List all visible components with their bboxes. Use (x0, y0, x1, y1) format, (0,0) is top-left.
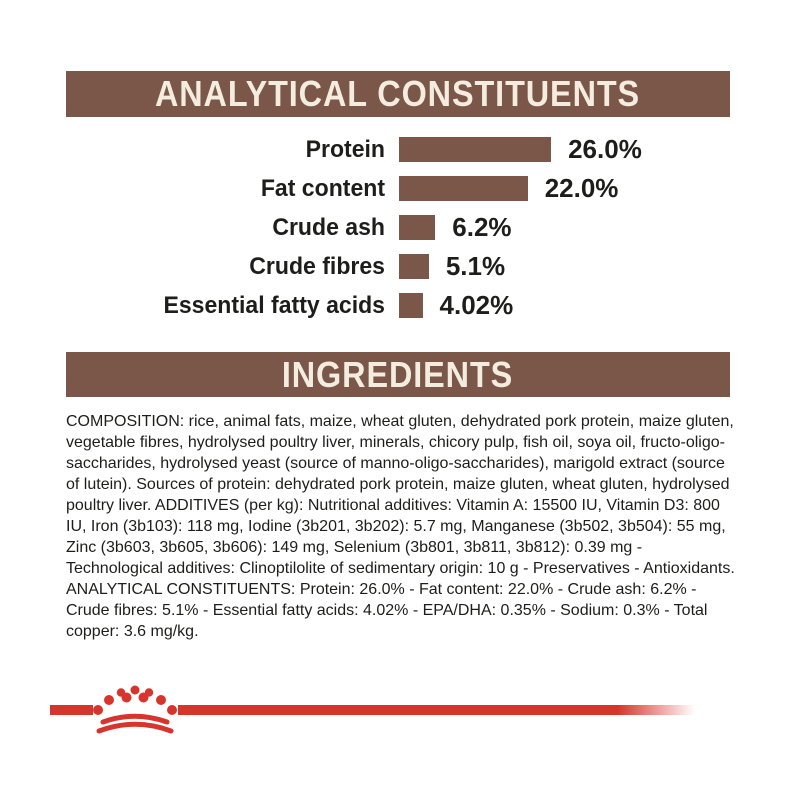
chart-value-label: 22.0% (544, 173, 619, 203)
chart-value-label: 6.2% (452, 212, 512, 242)
chart-category-label: Protein (305, 135, 385, 163)
chart-category-label: Crude ash (272, 213, 385, 241)
chart-bar (399, 293, 423, 318)
chart-bar (399, 254, 429, 279)
chart-value-label: 4.02% (439, 290, 514, 320)
ingredients-title: INGREDIENTS (282, 353, 514, 395)
chart-row: Crude ash 6.2% (66, 212, 766, 242)
ingredients-header: INGREDIENTS (66, 352, 730, 397)
chart-row: Protein 26.0% (66, 134, 766, 164)
chart-bar (399, 176, 528, 201)
analytical-constituents-title: ANALYTICAL CONSTITUENTS (155, 73, 641, 114)
chart-row: Crude fibres 5.1% (66, 251, 766, 281)
chart-row: Fat content 22.0% (66, 173, 766, 203)
chart-category-label: Essential fatty acids (163, 291, 385, 319)
royal-canin-crown-icon (93, 685, 177, 734)
chart-bar (399, 215, 436, 240)
chart-value-label: 5.1% (445, 251, 506, 281)
composition-text: COMPOSITION: rice, animal fats, maize, w… (66, 413, 735, 640)
footer-red-line-left (50, 705, 93, 715)
chart-row: Essential fatty acids 4.02% (66, 290, 766, 320)
chart-bar (399, 137, 552, 162)
chart-value-label: 26.0% (568, 134, 642, 164)
footer-red-line-right (178, 705, 695, 715)
analytical-constituents-chart: Protein 26.0% Fat content 22.0% Crude ash 6.2… (66, 134, 766, 332)
chart-category-label: Fat content (260, 174, 385, 202)
chart-category-label: Crude fibres (249, 252, 385, 280)
analytical-constituents-header: ANALYTICAL CONSTITUENTS (66, 71, 730, 117)
